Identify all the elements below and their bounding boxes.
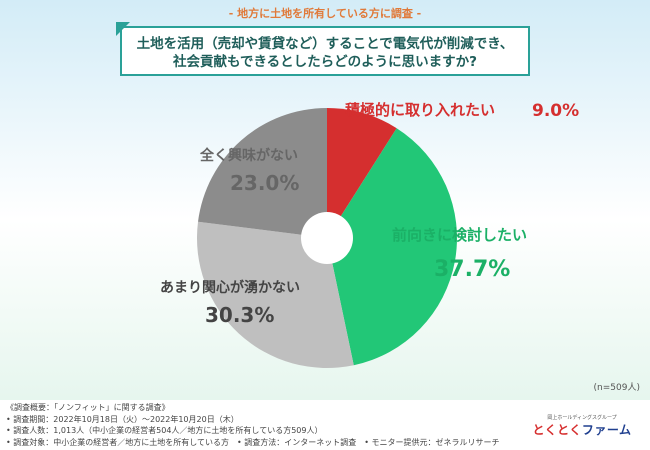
question-text: 土地を活用（売却や賃貸など）することで電気代が削減でき、 社会貢献もできるとした…	[122, 35, 528, 71]
survey-header: - 地方に土地を所有している方に調査 -	[228, 7, 422, 20]
slice-actively-adopt	[327, 108, 397, 238]
survey-title-line: 《調査概要：「ノンフィット」に関する調査》	[6, 403, 170, 412]
company-logo: 岡上ホールディングスグループ とくとくファーム	[532, 414, 632, 438]
pie-slices	[197, 108, 457, 368]
pie-center-hole	[301, 212, 353, 264]
sample-size-note: (n=509人)	[593, 383, 640, 393]
slice-value-label: 9.0%	[532, 101, 579, 121]
logo-group-name: 岡上ホールディングスグループ	[547, 415, 617, 421]
logo-wordmark: とくとくファーム	[532, 421, 632, 438]
survey-respondents-line: • 調査人数：1,013人（中小企業の経営者504人／地方に土地を所有している方…	[6, 426, 323, 435]
survey-details: 《調査概要：「ノンフィット」に関する調査》 • 調査期間：2022年10月18日…	[6, 402, 526, 448]
question-line-1: 土地を活用（売却や賃貸など）することで電気代が削減でき、	[136, 36, 514, 52]
pie-chart: 積極的に取り入れたい 9.0% 前向きに検討したい 37.7% あまり関心が湧かない 30…	[160, 101, 579, 368]
logo-wordmark-red: とくとく	[532, 423, 582, 437]
survey-period-line: • 調査期間：2022年10月18日（火）～2022年10月20日（木）	[6, 414, 239, 424]
question-corner-accent	[116, 22, 130, 36]
slice-positively-consider	[327, 128, 457, 366]
slice-label: 前向きに検討したい	[392, 226, 527, 244]
slice-no-interest-at-all	[198, 108, 327, 238]
slice-label: 積極的に取り入れたい	[344, 101, 495, 119]
slice-value-label: 37.7%	[434, 257, 510, 282]
question-line-2: 社会貢献もできるとしたらどのように思いますか?	[172, 54, 478, 70]
slice-label: 全く興味がない	[199, 147, 298, 164]
survey-method-line: • 調査対象：中小企業の経営者／地方に土地を所有している方 • 調査方法：インタ…	[6, 437, 500, 447]
slice-label: あまり関心が湧かない	[160, 279, 300, 296]
slice-value-label: 23.0%	[230, 171, 299, 195]
logo-wordmark-blue: ファーム	[581, 423, 632, 437]
slice-value-label: 30.3%	[205, 303, 274, 327]
question-box: 土地を活用（売却や賃貸など）することで電気代が削減でき、 社会貢献もできるとした…	[116, 22, 530, 76]
pie-labels: 積極的に取り入れたい 9.0% 前向きに検討したい 37.7% あまり関心が湧かない 30…	[160, 101, 579, 327]
